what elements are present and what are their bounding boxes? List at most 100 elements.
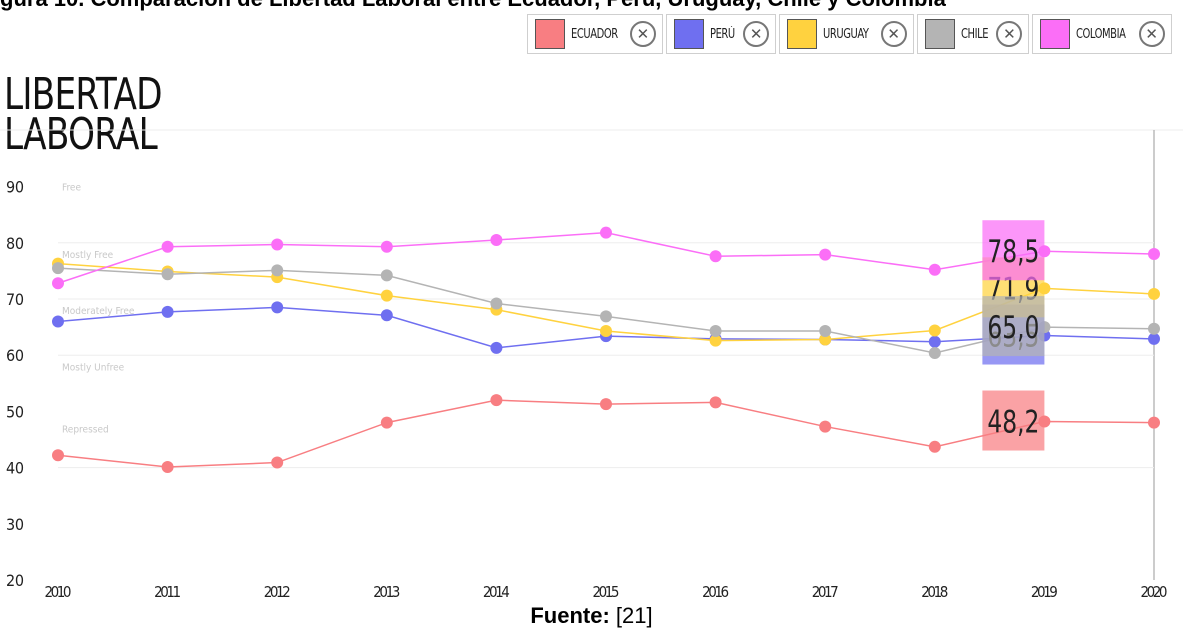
data-point-ecuador [928,440,941,453]
data-point-colombia [709,250,722,263]
data-point-perú [52,315,64,328]
y-tick-label: 70 [6,290,24,309]
close-icon[interactable]: ✕ [996,21,1023,47]
data-point-colombia [271,238,284,251]
data-point-uruguay [1148,287,1160,300]
data-point-uruguay [600,325,612,338]
legend-swatch [787,19,818,49]
legend-swatch [535,19,565,49]
y-tick-label: 90 [6,178,24,197]
x-tick-label: 2010 [45,583,72,601]
data-point-uruguay [928,324,941,337]
callout-ecuador: 48,2 [982,390,1045,451]
x-tick-label: 2017 [812,583,839,601]
title-line-2: LABORAL [4,109,158,160]
legend-label: ECUADOR [571,26,618,42]
zone-label: Mostly Free [62,250,114,261]
data-point-colombia [1148,248,1160,261]
y-tick-label: 80 [6,234,24,253]
data-point-ecuador [819,420,832,433]
caption-text: gura 10. Comparación de Libertad Laboral… [0,0,946,12]
zone-label: Free [62,183,81,194]
callout-value: 65,0 [987,310,1039,346]
callout-box [982,220,1045,281]
x-tick-label: 2012 [264,583,291,601]
callout-box [982,390,1045,451]
y-tick-label: 40 [6,459,24,478]
legend-swatch [1040,19,1071,49]
data-point-colombia [819,248,832,261]
data-point-chile [52,262,64,275]
callout-value: 48,2 [987,405,1039,441]
data-point-chile [819,325,832,338]
close-icon[interactable]: ✕ [880,21,907,47]
legend-item-uruguay[interactable]: URUGUAY ✕ [779,14,914,54]
source-ref: [21] [609,603,653,628]
data-point-perú [271,301,284,314]
data-point-perú [1148,332,1160,345]
data-point-chile [380,269,393,282]
x-tick-label: 2020 [1141,583,1168,601]
legend-item-ecuador[interactable]: ECUADOR ✕ [527,14,663,54]
legend-label: PERÚ [709,26,735,42]
callout-value: 78,5 [987,234,1039,270]
data-point-colombia [161,240,174,253]
source-caption: Fuente: [21] [0,603,1183,629]
data-point-uruguay [380,289,393,302]
data-point-colombia [52,277,64,290]
legend-swatch [673,19,704,49]
data-point-colombia [600,226,612,239]
data-point-chile [490,297,503,310]
data-point-ecuador [1148,416,1160,429]
y-tick-label: 20 [6,571,24,590]
data-point-chile [161,268,174,281]
x-tick-label: 2011 [154,583,181,601]
data-point-colombia [490,233,503,246]
x-tick-label: 2013 [373,583,400,601]
x-tick-label: 2016 [702,583,729,601]
close-icon[interactable]: ✕ [1138,21,1165,47]
legend: ECUADOR ✕ PERÚ ✕ URUGUAY ✕ CHILE ✕ COLOMBIA ✕ [527,14,1175,56]
data-point-uruguay [709,334,722,347]
data-point-ecuador [600,398,612,411]
callout-chile: 65,0 [982,296,1045,357]
data-point-ecuador [52,449,64,462]
data-point-perú [490,341,503,354]
caption-strip: gura 10. Comparación de Libertad Laboral… [0,0,1183,16]
close-icon[interactable]: ✕ [743,21,770,47]
y-tick-label: 60 [6,346,24,365]
legend-label: COLOMBIA [1076,26,1126,42]
data-point-ecuador [380,416,393,429]
x-tick-label: 2014 [483,583,510,601]
chart-title: LIBERTAD LABORAL [4,69,163,160]
data-point-ecuador [271,456,284,469]
y-tick-label: 50 [6,402,24,421]
data-point-ecuador [161,461,174,474]
data-point-chile [928,346,941,359]
legend-label: URUGUAY [823,26,869,42]
legend-label: CHILE [960,26,988,42]
data-point-perú [928,335,941,348]
data-point-uruguay [819,333,832,346]
title-line-1: LIBERTAD [4,69,163,120]
x-tick-label: 2015 [593,583,620,601]
data-point-colombia [380,240,393,253]
zone-label: Repressed [62,424,109,435]
zone-label: Moderately Free [62,306,135,317]
data-point-chile [271,264,284,277]
legend-item-chile[interactable]: CHILE ✕ [916,14,1030,54]
y-tick-label: 30 [6,515,24,534]
data-point-ecuador [490,394,503,407]
legend-swatch [924,19,955,49]
data-point-chile [709,325,722,338]
data-point-colombia [928,263,941,276]
legend-item-colombia[interactable]: COLOMBIA ✕ [1032,14,1172,54]
data-point-chile [1148,322,1160,335]
zone-label: Mostly Unfree [62,362,125,373]
legend-item-perú[interactable]: PERÚ ✕ [665,14,777,54]
data-point-perú [161,305,174,318]
close-icon[interactable]: ✕ [629,21,656,47]
x-tick-label: 2019 [1031,583,1058,601]
x-tick-label: 2018 [921,583,948,601]
